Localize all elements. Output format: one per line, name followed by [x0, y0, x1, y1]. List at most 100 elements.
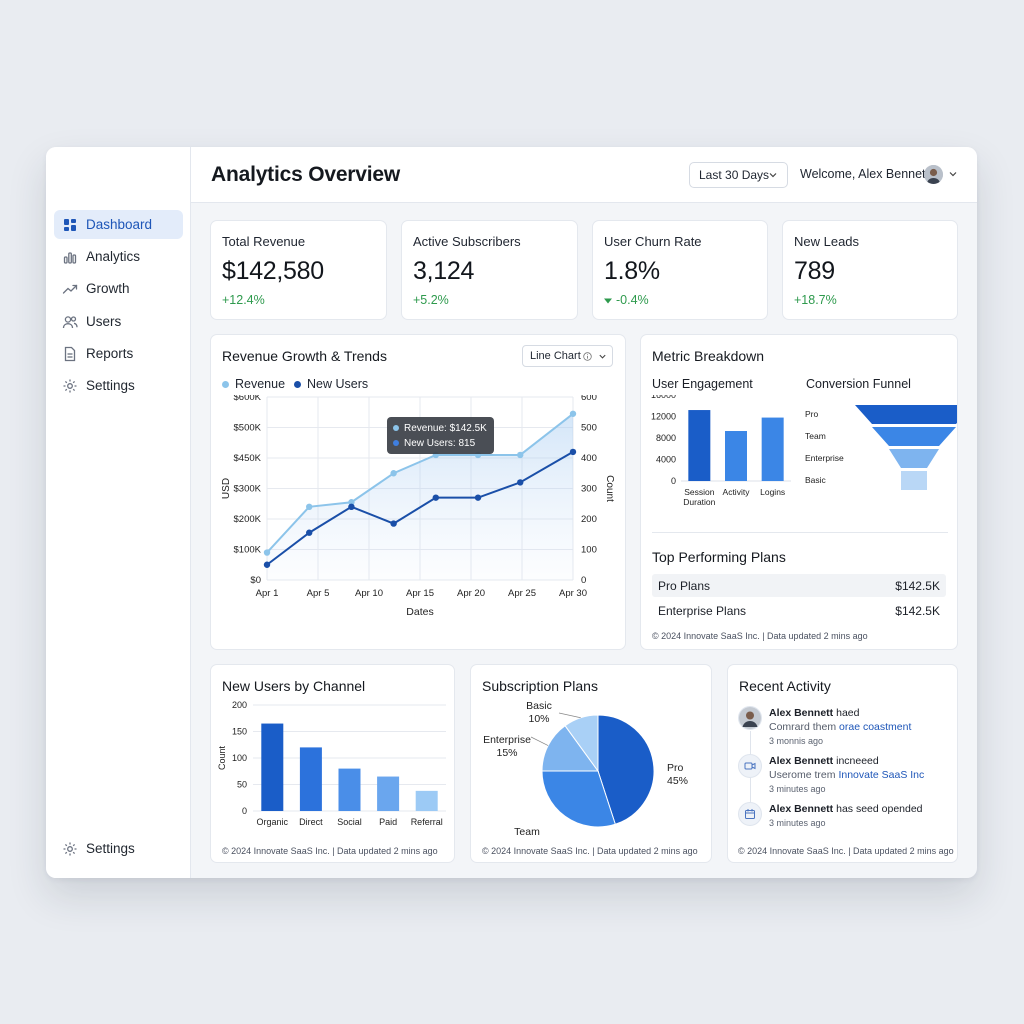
kpi-label: Total Revenue [222, 234, 306, 249]
card-title: Subscription Plans [482, 678, 598, 694]
kpi-card-leads: New Leads 789 +18.7% [782, 220, 958, 320]
activity-action: has seed opended [833, 803, 923, 815]
card-title: Metric Breakdown [652, 348, 765, 364]
channel-bar [299, 747, 322, 811]
avatar[interactable] [924, 165, 943, 184]
engagement-bar [688, 410, 711, 481]
kpi-delta: +5.2% [413, 293, 449, 307]
y-tick-label: $300K [234, 484, 262, 495]
activity-link[interactable]: Innovate SaaS Inc [838, 769, 925, 781]
kpi-label: New Leads [794, 234, 860, 249]
sidebar-item-settings[interactable]: Settings [54, 371, 183, 400]
y-tick-label: 4000 [656, 455, 676, 465]
chevron-down-icon [769, 173, 777, 178]
y2-tick-label: 500 [581, 423, 597, 434]
date-range-select[interactable]: Last 30 Days [689, 162, 788, 188]
kpi-card-revenue: Total Revenue $142,580 +12.4% [210, 220, 387, 320]
pie-slice [541, 724, 599, 772]
x-tick-label: Activity [723, 487, 751, 497]
sidebar-item-growth[interactable]: Growth [54, 274, 183, 303]
activity-action: haed [833, 707, 860, 719]
revenue-point [569, 410, 577, 417]
plan-value: $142.5K [895, 578, 940, 593]
kpi-label: User Churn Rate [604, 234, 702, 249]
sidebar: Dashboard Analytics Growth Users Reports [46, 147, 191, 878]
sidebar-footer-settings[interactable]: Settings [54, 834, 183, 863]
calendar-icon [738, 802, 762, 826]
pie-label: Pro [667, 762, 684, 774]
pie-slice [541, 770, 616, 828]
down-arrow-icon [604, 298, 612, 304]
y-tick-label: 0 [671, 476, 676, 486]
x-tick-label: Referral [411, 817, 443, 827]
chart-type-select[interactable]: Line Chart [522, 345, 613, 367]
channel-bar [338, 768, 361, 811]
top-header: Analytics Overview Last 30 Days Welcome,… [191, 147, 977, 203]
y2-axis-label: Count [604, 475, 615, 502]
y2-tick-label: 0 [581, 575, 586, 586]
y-tick-label: $450K [234, 453, 262, 464]
y-tick-label: 50 [237, 780, 247, 790]
sidebar-item-reports[interactable]: Reports [54, 339, 183, 368]
revenue-line [266, 412, 574, 554]
activity-link[interactable]: orae coastment [839, 721, 912, 733]
sidebar-item-label: Growth [86, 281, 130, 296]
kpi-card-churn: User Churn Rate 1.8% -0.4% [592, 220, 768, 320]
gear-icon [62, 841, 78, 857]
kpi-value: $142,580 [222, 257, 324, 285]
activity-time: 3 minutes ago [769, 784, 826, 794]
kpi-value: 3,124 [413, 257, 475, 285]
sidebar-item-users[interactable]: Users [54, 307, 183, 336]
x-tick-label: Apr 10 [355, 588, 383, 599]
metric-breakdown-card: Metric Breakdown User Engagement Convers… [640, 334, 958, 650]
channel-bar-chart: 0 50 100 150 200 Count Organic Direct Social Paid… [217, 701, 446, 827]
sidebar-item-dashboard[interactable]: Dashboard [54, 210, 183, 239]
chevron-down-icon [599, 354, 606, 359]
pie-percent: 15% [496, 747, 517, 759]
x-tick-label: Apr 1 [256, 588, 279, 599]
y-tick-label: 0 [242, 806, 247, 816]
x-axis-label: Dates [406, 606, 433, 618]
app-window: Dashboard Analytics Growth Users Reports [46, 147, 977, 878]
y-tick-label: $600K [234, 395, 262, 403]
new-users-point [348, 503, 355, 510]
legend-revenue: Revenue [222, 377, 285, 391]
activity-item[interactable]: Alex Bennett incneeed Userome trem Innov… [738, 754, 953, 798]
y-tick-label: 100 [232, 753, 247, 763]
footnote: © 2024 Innovate SaaS Inc. | Data updated… [652, 631, 868, 641]
y2-tick-label: 300 [581, 484, 597, 495]
tooltip-users: New Users: 815 [404, 438, 476, 449]
card-title: New Users by Channel [222, 678, 366, 694]
conversion-funnel-chart: Pro Team Enterprise Basic [805, 405, 957, 490]
funnel-title: Conversion Funnel [806, 377, 911, 391]
kpi-delta: -0.4% [616, 293, 649, 307]
kpi-value: 789 [794, 257, 835, 285]
channel-card: New Users by Channel 0 50 100 150 200 Count Or… [210, 664, 455, 863]
activity-user: Alex Bennett [769, 755, 834, 767]
revenue-point [517, 451, 524, 459]
y-tick-label: 150 [232, 727, 247, 737]
legend-swatch [294, 380, 301, 388]
funnel-label: Pro [805, 409, 819, 419]
channel-bar [261, 723, 284, 811]
x-tick-label: Logins [760, 487, 785, 497]
engagement-title: User Engagement [652, 377, 753, 391]
chevron-down-icon[interactable] [948, 169, 958, 179]
activity-item[interactable]: Alex Bennett has seed opended 3 minutes … [738, 802, 953, 834]
kpi-delta: +18.7% [794, 293, 837, 307]
card-title: Recent Activity [739, 678, 831, 694]
kpi-label: Active Subscribers [413, 234, 521, 249]
activity-time: 3 monnis ago [769, 736, 824, 746]
activity-item[interactable]: Alex Bennett haed Comrard them orae coas… [738, 706, 953, 750]
x-tick-label: Direct [299, 817, 323, 827]
pie-label: Team [514, 826, 540, 838]
sidebar-item-label: Analytics [86, 249, 141, 264]
footnote: © 2024 Innovate SaaS Inc. | Data updated… [738, 846, 954, 856]
sidebar-item-analytics[interactable]: Analytics [54, 242, 183, 271]
page-title: Analytics Overview [211, 163, 400, 186]
activity-text: Alex Bennett incneeed Userome trem Innov… [769, 754, 959, 796]
activity-text: Alex Bennett haed Comrard them orae coas… [769, 706, 959, 748]
pie-percent: 45% [667, 775, 688, 787]
